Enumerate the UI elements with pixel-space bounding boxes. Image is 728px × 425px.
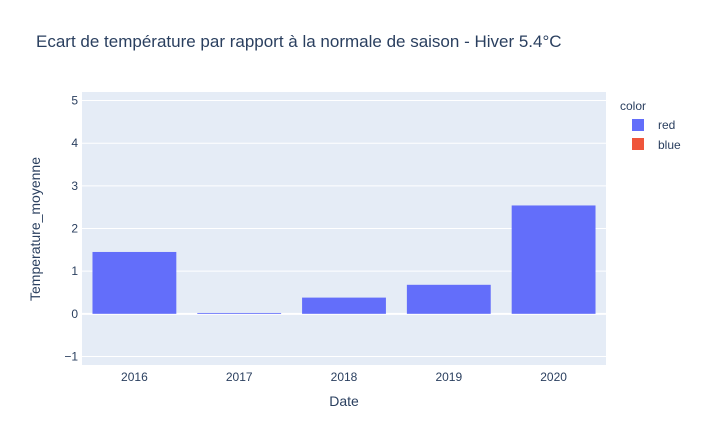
y-tick-label: 3	[71, 179, 78, 193]
x-tick-label: 2017	[226, 370, 253, 384]
x-axis-title: Date	[329, 393, 359, 409]
chart-title: Ecart de température par rapport à la no…	[36, 32, 562, 51]
x-tick-labels: 2016 2017 2018 2019 2020	[121, 370, 567, 384]
x-tick-label: 2020	[540, 370, 567, 384]
legend-swatch-red[interactable]	[632, 119, 644, 131]
y-axis-title: Temperature_moyenne	[27, 157, 43, 301]
bar-2020[interactable]	[511, 205, 596, 314]
x-tick-label: 2018	[331, 370, 358, 384]
y-tick-label: 0	[71, 307, 78, 321]
bar-2018[interactable]	[302, 297, 386, 314]
legend[interactable]: color red blue	[620, 99, 681, 152]
x-tick-label: 2019	[435, 370, 462, 384]
y-tick-labels: −1 0 1 2 3 4 5	[64, 94, 78, 364]
y-tick-label: 5	[71, 94, 78, 108]
y-tick-label: 1	[71, 264, 78, 278]
bar-2019[interactable]	[406, 284, 491, 314]
bar-2016[interactable]	[92, 251, 177, 314]
bars	[92, 205, 596, 314]
x-tick-label: 2016	[121, 370, 148, 384]
y-tick-label: −1	[64, 349, 78, 363]
legend-label-blue[interactable]: blue	[658, 138, 681, 152]
y-tick-label: 2	[71, 222, 78, 236]
bar-2017[interactable]	[197, 312, 282, 314]
y-tick-label: 4	[71, 136, 78, 150]
legend-label-red[interactable]: red	[658, 118, 675, 132]
legend-swatch-blue[interactable]	[632, 138, 644, 150]
legend-title: color	[620, 99, 646, 113]
